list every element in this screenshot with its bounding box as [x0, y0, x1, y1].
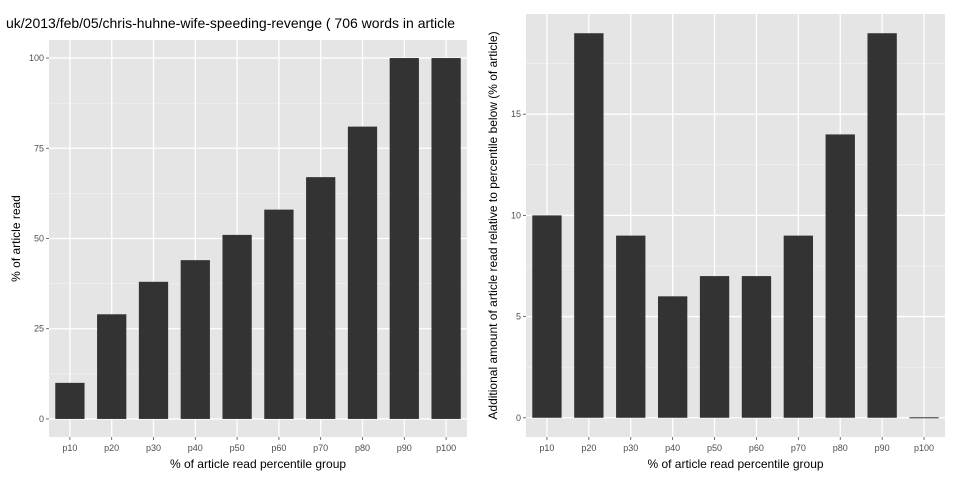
bar-p40	[180, 260, 210, 419]
bar-p10	[532, 215, 562, 418]
bar-p100	[431, 58, 461, 419]
x-tick-label: p80	[833, 443, 848, 453]
x-tick-label: p50	[707, 443, 722, 453]
x-tick-label: p50	[230, 443, 245, 453]
bar-p30	[616, 235, 646, 418]
y-tick-label: 50	[34, 234, 44, 244]
y-tick-label: 5	[516, 312, 521, 322]
x-axis-title: % of article read percentile group	[647, 457, 823, 471]
x-tick-label: p40	[188, 443, 203, 453]
x-tick-label: p60	[271, 443, 286, 453]
bar-p60	[741, 276, 772, 418]
x-tick-label: p40	[665, 443, 680, 453]
bar-p80	[347, 126, 378, 419]
bar-p50	[699, 276, 730, 418]
chart-read-percent: uk/2013/feb/05/chris-huhne-wife-speeding…	[6, 15, 467, 471]
chart-additional-read-svg: 0 5 10 15 p10 p20 p30 p40 p50 p60 p70 p80 p90 p100 % o…	[486, 14, 945, 471]
x-tick-label: p10	[62, 443, 77, 453]
y-tick-label: 100	[29, 53, 44, 63]
x-axis-title: % of article read percentile group	[170, 457, 346, 471]
x-tick-label: p70	[313, 443, 328, 453]
bar-p30	[138, 281, 169, 419]
bar-p40	[657, 296, 688, 418]
x-tick-label: p20	[581, 443, 596, 453]
x-tick-label: p100	[436, 443, 456, 453]
y-tick-label: 10	[511, 210, 521, 220]
x-tick-label: p90	[875, 443, 890, 453]
bar-p10	[55, 382, 85, 419]
x-tick-label: p60	[749, 443, 764, 453]
chart-title: uk/2013/feb/05/chris-huhne-wife-speeding…	[6, 15, 455, 31]
bar-p90	[867, 33, 897, 418]
bar-p50	[222, 234, 252, 419]
chart-read-percent-svg: uk/2013/feb/05/chris-huhne-wife-speeding…	[6, 15, 467, 471]
y-tick-label: 0	[516, 413, 521, 423]
x-tick-label: p70	[791, 443, 806, 453]
bar-p20	[97, 314, 127, 419]
x-tick-label: p30	[146, 443, 161, 453]
bar-p70	[306, 177, 336, 419]
chart-additional-read: 0 5 10 15 p10 p20 p30 p40 p50 p60 p70 p80 p90 p100 % o…	[480, 0, 960, 480]
y-tick-label: 0	[39, 414, 44, 424]
x-tick-label: p20	[104, 443, 119, 453]
y-axis-title: % of article read	[9, 195, 23, 282]
bar-p20	[574, 33, 604, 418]
x-tick-label: p90	[397, 443, 412, 453]
bar-p70	[783, 235, 814, 418]
x-tick-label: p30	[623, 443, 638, 453]
x-tick-label: p80	[355, 443, 370, 453]
x-tick-label: p100	[914, 443, 934, 453]
y-axis-title: Additional amount of article read relati…	[486, 31, 500, 419]
x-tick-label: p10	[539, 443, 554, 453]
bar-p80	[825, 134, 855, 418]
bar-p90	[389, 58, 419, 419]
bar-p100	[909, 417, 939, 419]
y-tick-label: 25	[34, 324, 44, 334]
y-tick-label: 75	[34, 143, 44, 153]
y-tick-label: 15	[511, 109, 521, 119]
bar-p60	[264, 209, 294, 419]
